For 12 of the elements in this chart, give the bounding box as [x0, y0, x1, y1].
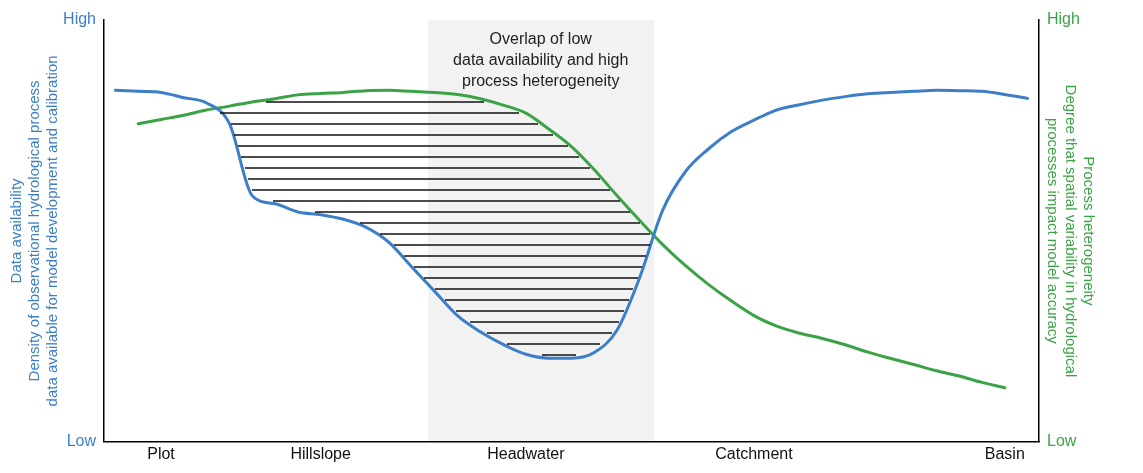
x-tick-label: Basin — [984, 444, 1025, 462]
text: High — [63, 10, 96, 28]
text: High — [1047, 10, 1080, 28]
x-tick-label: Hillslope — [290, 444, 351, 462]
text: Overlap of low data availability and high process heterogeneity — [453, 30, 629, 90]
y-axis-title: Data availability Density of observational hydrological process data available for model development and calibration — [7, 55, 61, 407]
x-tick-label: Catchment — [715, 444, 794, 462]
x-tick-label: Plot — [147, 444, 176, 462]
text: Low — [66, 432, 97, 450]
text: Low — [1047, 432, 1077, 450]
x-tick-label: Headwater — [487, 444, 566, 462]
y2-axis-title: Process heterogeneity Degree that spatial variability in hydrological processes impact model accuracy — [1044, 84, 1098, 378]
